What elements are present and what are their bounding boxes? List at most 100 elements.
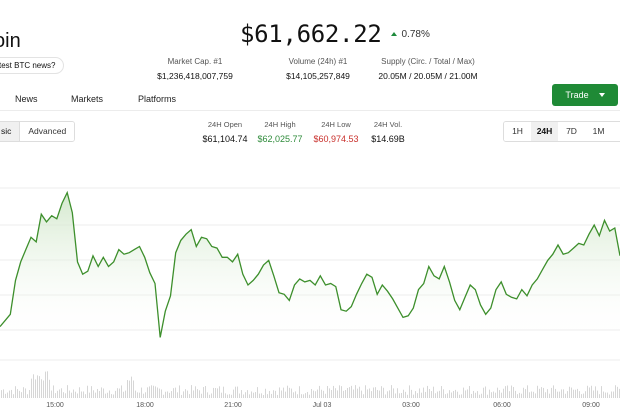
volume-bar <box>275 390 276 398</box>
volume-bar <box>127 380 128 398</box>
range-1y[interactable]: Y <box>612 122 620 141</box>
volume-bar <box>533 391 534 398</box>
volume-bar <box>487 394 488 398</box>
volume-bar <box>245 392 246 398</box>
view-mode-advanced[interactable]: Advanced <box>19 122 75 141</box>
volume-bar <box>347 387 348 398</box>
volume-bar <box>341 386 342 398</box>
volume-bar <box>517 394 518 398</box>
volume-bar <box>485 386 486 398</box>
volume-bar <box>321 389 322 398</box>
range-1h[interactable]: 1H <box>504 122 531 141</box>
x-tick-label: Jul 03 <box>313 402 332 409</box>
volume-bar <box>605 392 606 398</box>
volume-bar <box>257 387 258 398</box>
volume-bar <box>171 391 172 398</box>
volume-bar <box>423 387 424 398</box>
x-tick-label: 21:00 <box>224 402 242 409</box>
volume-bar <box>111 394 112 398</box>
volume-bar <box>355 385 356 398</box>
volume-bar <box>511 385 512 398</box>
range-1m[interactable]: 1M <box>585 122 612 141</box>
ohlc-label: 24H Open <box>207 120 243 129</box>
coin-name: oin <box>0 30 21 52</box>
trade-button[interactable]: Trade <box>552 84 618 106</box>
volume-bar <box>573 389 574 398</box>
volume-bar <box>495 392 496 398</box>
volume-bar <box>483 387 484 398</box>
volume-bar <box>179 385 180 398</box>
volume-bar <box>333 385 334 398</box>
volume-bar <box>457 391 458 398</box>
x-axis-ticks: 15:00 18:00 21:00 Jul 03 03:00 06:00 09:00 <box>46 402 600 409</box>
volume-bar <box>315 391 316 398</box>
volume-bar <box>183 391 184 398</box>
volume-bar <box>351 385 352 398</box>
volume-bar <box>431 391 432 398</box>
range-24h[interactable]: 24H <box>531 122 558 141</box>
nav-platforms[interactable]: Platforms <box>138 94 177 104</box>
news-prompt-chip[interactable]: test BTC news? <box>0 57 65 74</box>
volume-bar <box>169 392 170 398</box>
volume-bar <box>233 389 234 398</box>
volume-bar <box>9 390 10 398</box>
volume-bar <box>75 391 76 398</box>
volume-bar <box>563 389 564 398</box>
price-area <box>0 192 620 342</box>
volume-bar <box>125 390 126 398</box>
volume-bar <box>239 393 240 398</box>
volume-bar <box>293 392 294 398</box>
stat-value: 20.05M / 20.05M / 21.00M <box>378 71 478 81</box>
volume-bar <box>369 388 370 398</box>
price-chart[interactable]: 15:00 18:00 21:00 Jul 03 03:00 06:00 09:00 <box>0 150 620 410</box>
stat-label: Volume (24h) #1 <box>288 57 348 66</box>
volume-bar <box>153 385 154 398</box>
volume-bar <box>173 388 174 398</box>
volume-bar <box>539 388 540 398</box>
volume-bar <box>437 391 438 398</box>
ohlc-label: 24H High <box>264 120 296 129</box>
nav-news[interactable]: News <box>15 94 38 104</box>
volume-bar <box>415 391 416 398</box>
volume-bar <box>15 386 16 398</box>
volume-bar <box>187 390 188 398</box>
view-mode-basic[interactable]: sic <box>0 122 20 141</box>
volume-bar <box>547 389 548 398</box>
volume-bar <box>73 389 74 398</box>
volume-bar <box>549 393 550 398</box>
ohlc-value: $61,104.74 <box>202 134 248 144</box>
volume-bar <box>481 393 482 398</box>
nav-markets[interactable]: Markets <box>71 94 104 104</box>
volume-bar <box>115 390 116 398</box>
volume-bar <box>23 387 24 398</box>
range-7d[interactable]: 7D <box>558 122 585 141</box>
volume-bar <box>309 394 310 398</box>
price-change: 0.78% <box>390 29 430 40</box>
volume-bar <box>527 385 528 398</box>
volume-bar <box>3 389 4 398</box>
volume-bar <box>509 391 510 398</box>
stat-label: Supply (Circ. / Total / Max) <box>381 57 475 66</box>
volume-bar <box>507 385 508 398</box>
volume-bar <box>569 386 570 398</box>
volume-bar <box>503 388 504 398</box>
volume-bar <box>473 390 474 398</box>
volume-bar <box>325 393 326 398</box>
volume-bar <box>243 394 244 398</box>
volume-bar <box>435 393 436 398</box>
volume-bar <box>401 392 402 398</box>
volume-bar <box>367 389 368 398</box>
volume-bar <box>551 387 552 398</box>
volume-bar <box>515 390 516 398</box>
volume-bar <box>251 391 252 398</box>
volume-bar <box>581 394 582 398</box>
volume-bar <box>259 393 260 398</box>
volume-bar <box>353 389 354 398</box>
volume-bar <box>247 390 248 398</box>
volume-bar <box>591 385 592 398</box>
volume-bar <box>143 393 144 398</box>
volume-bar <box>357 388 358 398</box>
volume-bar <box>519 392 520 398</box>
volume-bar <box>51 390 52 398</box>
volume-bar <box>55 393 56 398</box>
